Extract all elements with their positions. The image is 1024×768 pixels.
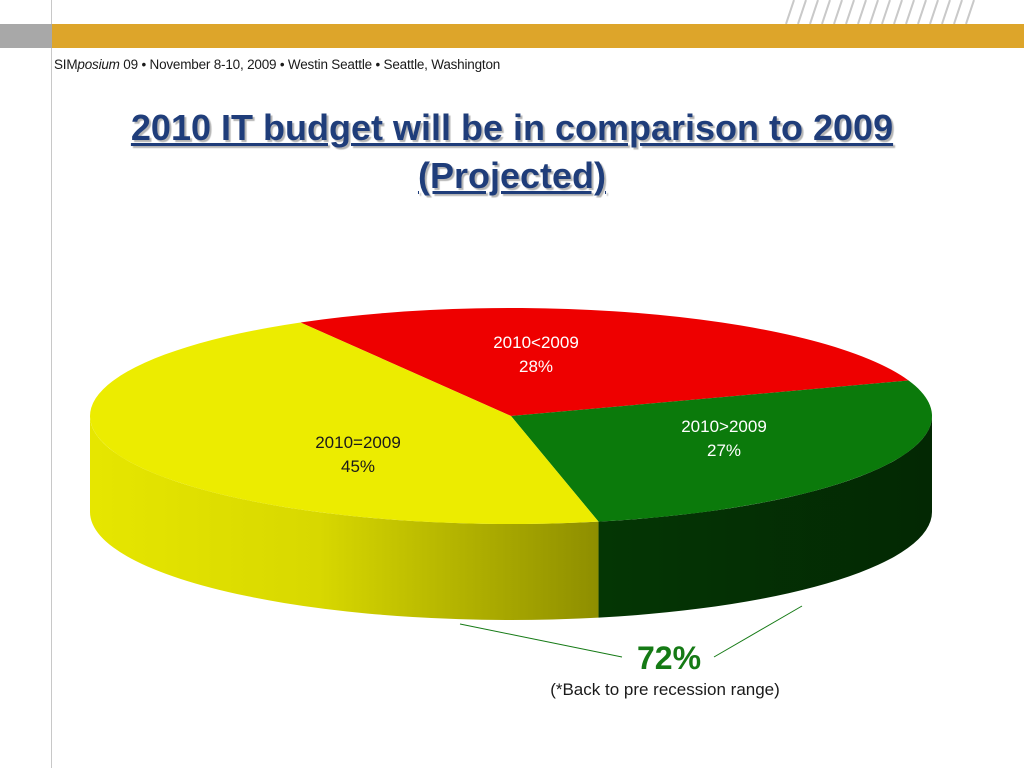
callout-note: (*Back to pre recession range) xyxy=(550,680,780,699)
slice-equal-side xyxy=(90,416,599,621)
conference-info-line: SIMposium 09 • November 8-10, 2009 • Wes… xyxy=(54,57,500,75)
callout-value: 72% xyxy=(636,640,702,676)
conference-details: 09 • November 8-10, 2009 • Westin Seattl… xyxy=(119,57,501,72)
callout-line-left xyxy=(459,623,623,658)
conference-brand-italic: posium xyxy=(77,57,120,72)
slice-less-value-label: 28% xyxy=(519,357,553,376)
pie-labels: 2010<2009 28% 2010>2009 27% 2010=2009 45% xyxy=(315,333,767,476)
callout-line-right xyxy=(713,605,803,658)
slice-greater-top xyxy=(511,380,932,522)
conference-brand-plain: SIM xyxy=(54,57,78,72)
left-margin-rule xyxy=(51,0,52,768)
slice-greater-value-label: 27% xyxy=(707,441,741,460)
slice-greater-side xyxy=(598,416,933,618)
pie-tops xyxy=(90,308,932,524)
chart-title: 2010 IT budget will be in comparison to … xyxy=(130,107,894,196)
slice-less-top xyxy=(300,308,909,416)
header-grey-block xyxy=(0,24,52,48)
slice-equal-value-label: 45% xyxy=(341,457,375,476)
slice-less-category-label: 2010<2009 xyxy=(493,333,579,352)
pie-sides xyxy=(90,416,933,621)
header-hatch-decoration xyxy=(785,0,975,24)
slice-equal-category-label: 2010=2009 xyxy=(315,433,401,452)
header-accent-bar xyxy=(52,24,1024,48)
slice-equal-top xyxy=(90,322,599,524)
slice-greater-category-label: 2010>2009 xyxy=(681,417,767,436)
